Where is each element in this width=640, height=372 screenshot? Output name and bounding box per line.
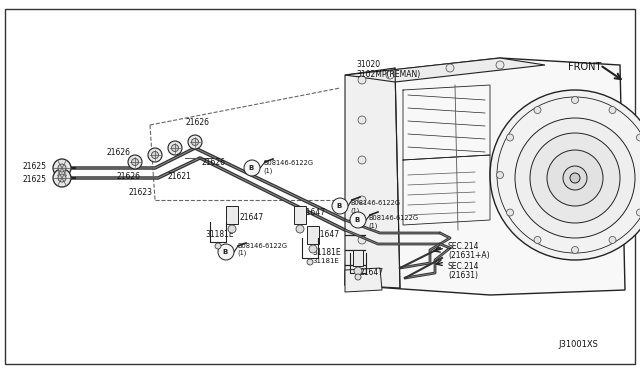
Circle shape [148, 148, 162, 162]
Circle shape [547, 150, 603, 206]
Circle shape [309, 245, 317, 253]
Circle shape [58, 164, 66, 172]
Circle shape [218, 244, 234, 260]
Text: (21631+A): (21631+A) [448, 251, 490, 260]
Bar [294, 206, 306, 224]
Circle shape [244, 160, 260, 176]
Circle shape [58, 174, 66, 182]
Circle shape [609, 237, 616, 243]
Circle shape [131, 158, 138, 166]
Text: 21626: 21626 [202, 158, 226, 167]
Circle shape [53, 159, 71, 177]
Text: B: B [337, 203, 342, 209]
Circle shape [358, 236, 366, 244]
Text: 21621: 21621 [168, 172, 192, 181]
Circle shape [506, 134, 513, 141]
Circle shape [570, 173, 580, 183]
Text: 21647: 21647 [316, 230, 340, 239]
Circle shape [386, 71, 394, 79]
Bar [353, 250, 363, 266]
Circle shape [172, 144, 179, 151]
Circle shape [215, 243, 221, 249]
Circle shape [530, 133, 620, 223]
Circle shape [496, 61, 504, 69]
Polygon shape [345, 268, 382, 292]
Text: 21626: 21626 [186, 118, 210, 127]
Circle shape [572, 96, 579, 103]
Text: 31181E: 31181E [312, 248, 340, 257]
Text: B: B [248, 165, 253, 171]
Text: 21647: 21647 [240, 213, 264, 222]
Circle shape [515, 118, 635, 238]
Text: 21647: 21647 [302, 208, 326, 217]
Circle shape [636, 209, 640, 216]
Circle shape [563, 166, 587, 190]
Text: 21623: 21623 [128, 188, 152, 197]
Circle shape [296, 225, 304, 233]
Circle shape [228, 225, 236, 233]
Polygon shape [345, 58, 545, 82]
Circle shape [446, 64, 454, 72]
Text: 31020: 31020 [356, 60, 380, 69]
Text: 21647: 21647 [360, 268, 384, 277]
Circle shape [572, 247, 579, 253]
Circle shape [358, 76, 366, 84]
Bar [307, 226, 319, 244]
Text: J31001XS: J31001XS [558, 340, 598, 349]
Text: (21631): (21631) [448, 271, 478, 280]
Circle shape [350, 212, 366, 228]
Circle shape [53, 169, 71, 187]
Text: B: B [222, 249, 228, 255]
Circle shape [609, 106, 616, 113]
Circle shape [188, 135, 202, 149]
Text: B08146-6122G
(1): B08146-6122G (1) [368, 215, 418, 228]
Text: 21626: 21626 [106, 148, 130, 157]
Circle shape [497, 171, 504, 179]
Text: 31181E: 31181E [205, 230, 234, 239]
Text: SEC.214: SEC.214 [448, 262, 479, 271]
Text: B: B [355, 217, 360, 223]
Text: 3102MP(REMAN): 3102MP(REMAN) [356, 70, 420, 79]
Text: B08146-6122G
(1): B08146-6122G (1) [350, 200, 400, 214]
Text: 21625: 21625 [22, 175, 46, 184]
Text: B08146-6122G
(1): B08146-6122G (1) [263, 160, 313, 173]
Text: SEC.214: SEC.214 [448, 242, 479, 251]
Circle shape [152, 151, 159, 158]
Text: 31181E: 31181E [312, 258, 339, 264]
Polygon shape [345, 68, 400, 288]
Circle shape [358, 116, 366, 124]
Circle shape [332, 198, 348, 214]
Circle shape [490, 90, 640, 260]
Circle shape [534, 237, 541, 243]
Text: FRONT: FRONT [568, 62, 602, 72]
Text: 21626: 21626 [116, 172, 140, 181]
Circle shape [191, 138, 198, 145]
Circle shape [354, 267, 362, 275]
Circle shape [358, 196, 366, 204]
Circle shape [358, 156, 366, 164]
Text: B08146-6122G
(1): B08146-6122G (1) [237, 243, 287, 257]
Circle shape [307, 259, 313, 265]
Bar [226, 206, 238, 224]
Circle shape [506, 209, 513, 216]
Circle shape [355, 274, 361, 280]
Circle shape [636, 134, 640, 141]
Polygon shape [345, 58, 625, 295]
Circle shape [358, 276, 366, 284]
Text: 21625: 21625 [22, 162, 46, 171]
Circle shape [534, 106, 541, 113]
Circle shape [168, 141, 182, 155]
Circle shape [128, 155, 142, 169]
